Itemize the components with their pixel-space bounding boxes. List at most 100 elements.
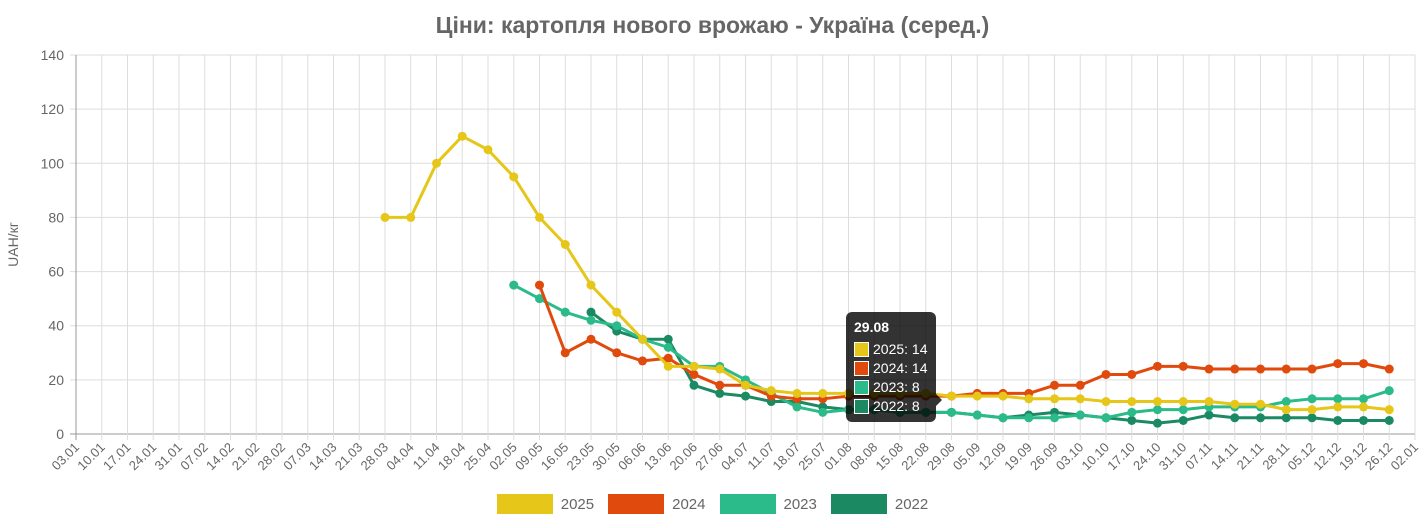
data-point-2024: [1281, 364, 1291, 374]
y-tick-label: 60: [48, 264, 64, 280]
data-point-2025: [1024, 394, 1034, 404]
data-point-2022: [1359, 415, 1368, 425]
data-point-2022: [1127, 415, 1137, 425]
data-point-2024: [715, 380, 725, 390]
x-tick-label: 19.12: [1336, 440, 1370, 474]
data-point-2024: [1153, 361, 1162, 371]
data-point-2025: [638, 334, 647, 344]
data-point-2025: [509, 172, 519, 182]
data-point-2024: [638, 356, 647, 366]
data-point-2022: [1230, 413, 1240, 423]
x-tick-label: 18.07: [770, 440, 804, 474]
x-tick-label: 03.01: [49, 440, 83, 474]
data-point-2023: [612, 321, 622, 331]
legend-label: 2023: [783, 495, 817, 513]
x-tick-label: 28.11: [1259, 440, 1292, 473]
x-tick-label: 21.03: [332, 440, 366, 474]
x-tick-label: 24.01: [126, 440, 160, 474]
data-point-2024: [1204, 364, 1214, 374]
x-tick-label: 10.10: [1079, 440, 1113, 474]
data-point-2023: [1281, 397, 1291, 407]
tooltip-row: 2024: 14: [854, 359, 928, 378]
data-point-2025: [1307, 405, 1317, 415]
data-point-2025: [715, 364, 725, 374]
x-tick-label: 05.12: [1285, 440, 1319, 474]
data-point-2024: [560, 348, 570, 358]
y-tick-label: 100: [41, 155, 65, 171]
data-point-2025: [1333, 402, 1343, 412]
data-point-2022: [1204, 410, 1214, 420]
data-point-2022: [1307, 413, 1317, 423]
x-tick-label: 14.03: [306, 440, 340, 474]
x-tick-label: 10.01: [74, 440, 108, 474]
x-tick-label: 27.06: [692, 440, 726, 474]
tooltip: 29.08 2025: 14 2024: 14 2023: 8 2022: 8: [846, 312, 941, 422]
x-tick-label: 21.02: [229, 440, 263, 474]
x-tick-label: 30.05: [589, 440, 623, 474]
legend-label: 2022: [894, 495, 929, 513]
data-point-2022: [741, 391, 750, 401]
data-point-2025: [1178, 397, 1188, 407]
tooltip-value: 2025: 14: [873, 341, 928, 357]
data-point-2024: [1359, 359, 1368, 369]
data-point-2024: [1384, 364, 1394, 374]
data-point-2025: [612, 307, 622, 317]
data-point-2024: [1127, 369, 1137, 379]
x-tick-label: 18.04: [435, 440, 469, 474]
tooltip-value: 2022: 8: [873, 398, 920, 414]
data-point-2022: [1153, 418, 1162, 428]
data-point-2025: [1384, 405, 1394, 415]
data-point-2023: [509, 280, 519, 290]
swatch-icon: [854, 342, 869, 357]
data-point-2023: [1050, 413, 1059, 423]
x-tick-label: 02.01: [1388, 440, 1422, 474]
y-tick-label: 40: [48, 318, 64, 334]
data-point-2025: [947, 391, 956, 401]
x-tick-label: 28.03: [358, 440, 392, 474]
data-point-2023: [792, 402, 802, 412]
data-point-2022: [715, 388, 725, 398]
x-tick-label: 29.08: [924, 440, 958, 474]
legend-item-2023[interactable]: 2023: [719, 494, 817, 514]
y-tick-label: 140: [41, 47, 65, 63]
legend: 2025 2024 2023 2022: [0, 494, 1425, 514]
legend-item-2025[interactable]: 2025: [496, 494, 594, 514]
data-point-2025: [818, 388, 828, 398]
legend-swatch-icon: [719, 494, 776, 514]
legend-item-2022[interactable]: 2022: [830, 494, 929, 514]
x-tick-label: 07.02: [177, 440, 211, 474]
data-point-2023: [1333, 394, 1343, 404]
x-tick-label: 11.07: [744, 440, 777, 473]
data-point-2023: [560, 307, 570, 317]
x-tick-label: 11.04: [410, 440, 443, 473]
legend-item-2024[interactable]: 2024: [608, 494, 706, 514]
data-point-2023: [1307, 394, 1317, 404]
x-tick-label: 05.09: [950, 440, 984, 474]
y-tick-label: 0: [56, 426, 64, 442]
legend-label: 2024: [672, 495, 706, 513]
data-point-2025: [457, 131, 467, 141]
data-point-2025: [1256, 399, 1265, 409]
x-tick-label: 04.04: [383, 440, 417, 474]
data-point-2023: [1178, 405, 1188, 415]
legend-swatch-icon: [830, 494, 887, 514]
x-tick-label: 14.11: [1208, 440, 1241, 473]
x-tick-label: 03.10: [1053, 440, 1087, 474]
tooltip-value: 2023: 8: [873, 379, 920, 395]
data-point-2024: [612, 348, 622, 358]
data-point-2024: [663, 353, 673, 363]
swatch-icon: [854, 380, 869, 395]
data-point-2024: [1230, 364, 1240, 374]
chart-title: Ціни: картопля нового врожаю - Україна (…: [435, 12, 990, 38]
data-point-2025: [535, 212, 544, 222]
data-point-2024: [1075, 380, 1085, 390]
data-point-2023: [972, 410, 982, 420]
data-point-2024: [1178, 361, 1188, 371]
y-tick-label: 120: [41, 101, 65, 117]
data-point-2025: [766, 386, 776, 396]
x-tick-label: 22.08: [898, 440, 932, 474]
x-tick-label: 14.02: [203, 440, 237, 474]
data-point-2022: [1384, 415, 1394, 425]
x-tick-label: 15.08: [873, 440, 907, 474]
y-tick-label: 20: [48, 372, 64, 388]
